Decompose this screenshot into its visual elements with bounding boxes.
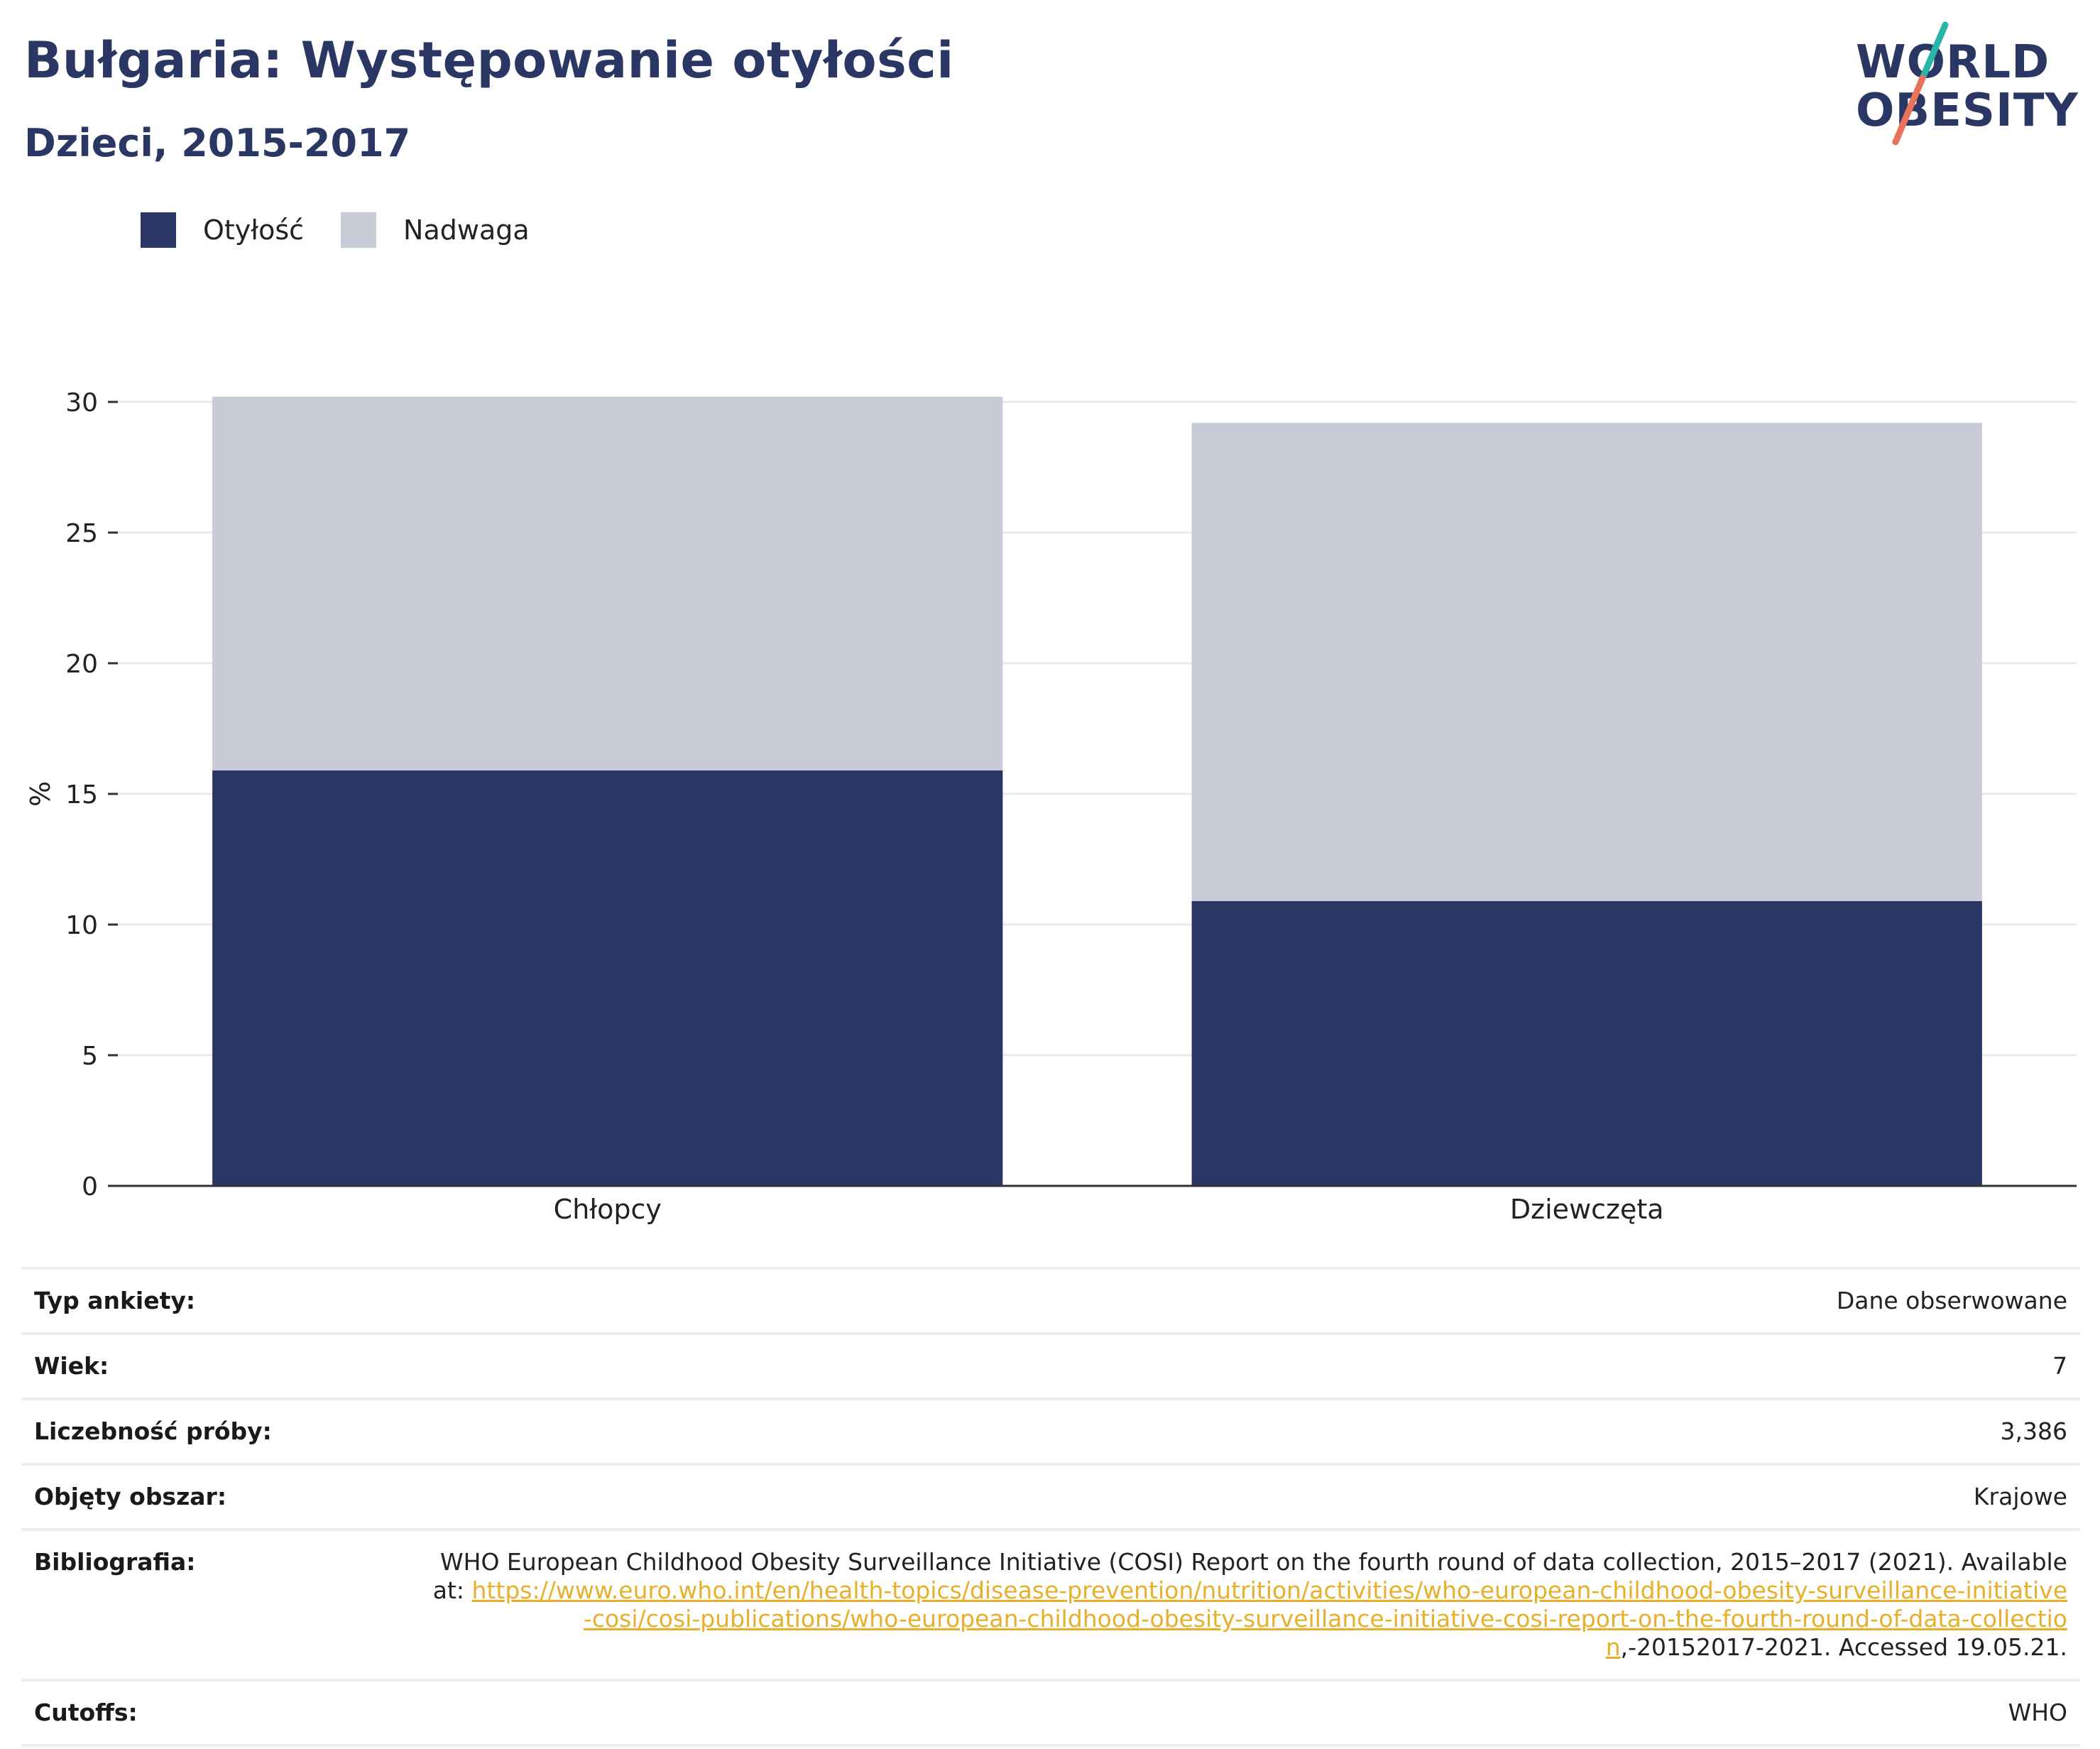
legend-item-obesity[interactable]: Otyłość xyxy=(141,212,304,248)
legend-item-overweight[interactable]: Nadwaga xyxy=(341,212,530,248)
legend-label-obesity: Otyłość xyxy=(203,214,305,246)
legend-label-overweight: Nadwaga xyxy=(403,214,530,246)
survey-type-value: Dane obserwowane xyxy=(1836,1287,2067,1314)
world-obesity-logo: WORLD OBESITY xyxy=(1846,21,2087,149)
bar-segment-overweight xyxy=(1191,423,1982,901)
bibliography-accessed-text: ,-20152017-2021. Accessed 19.05.21. xyxy=(1620,1633,2067,1661)
table-row: Objęty obszar: Krajowe xyxy=(21,1464,2080,1530)
bibliography-link[interactable]: https://www.euro.who.int/en/health-topic… xyxy=(471,1576,2067,1661)
x-tick-label: Chłopcy xyxy=(554,1194,662,1225)
stacked-bar-chart: 0 5 10 15 20 25 30% Chłopcy Dziewczęta xyxy=(25,388,2077,1225)
sample-size-label: Liczebność próby: xyxy=(34,1417,272,1445)
y-tick-label: 0 xyxy=(82,1172,98,1202)
x-tick-label: Dziewczęta xyxy=(1510,1194,1664,1225)
legend-swatch-overweight xyxy=(341,212,377,248)
y-tick-label: 25 xyxy=(65,519,98,548)
survey-type-label: Typ ankiety: xyxy=(34,1287,196,1314)
bar-segment-overweight xyxy=(212,396,1003,770)
logo-text-world: WORLD xyxy=(1856,36,2050,89)
chart-legend: Otyłość Nadwaga xyxy=(141,210,567,250)
legend-swatch-obesity xyxy=(141,212,176,248)
bar-segment-obesity xyxy=(212,770,1003,1186)
bibliography-value: WHO European Childhood Obesity Surveilla… xyxy=(416,1530,2080,1680)
bar-segment-obesity xyxy=(1191,900,1982,1186)
coverage-value: Krajowe xyxy=(1973,1483,2067,1510)
coverage-label: Objęty obszar: xyxy=(34,1483,227,1510)
table-row: Wiek: 7 xyxy=(21,1334,2080,1399)
y-tick-label: 15 xyxy=(65,780,98,810)
table-row: Bibliografia: WHO European Childhood Obe… xyxy=(21,1530,2080,1680)
y-axis-label: % xyxy=(25,781,56,807)
cutoffs-value: WHO xyxy=(2008,1699,2067,1726)
bibliography-text: WHO European Childhood Obesity Surveilla… xyxy=(432,1548,2067,1604)
table-row: Typ ankiety: Dane obserwowane xyxy=(21,1268,2080,1334)
age-value: 7 xyxy=(2052,1352,2067,1380)
survey-info-table: Typ ankiety: Dane obserwowane Wiek: 7 Li… xyxy=(21,1267,2080,1747)
age-label: Wiek: xyxy=(34,1352,109,1380)
y-tick-label: 10 xyxy=(65,911,98,940)
logo-slash-icon xyxy=(1892,21,1949,146)
logo-text-obesity: OBESITY xyxy=(1856,85,2079,137)
page-subtitle: Dzieci, 2015-2017 xyxy=(24,121,411,165)
table-row: Cutoffs: WHO xyxy=(21,1680,2080,1745)
y-tick-label: 5 xyxy=(82,1042,98,1071)
sample-size-value: 3,386 xyxy=(2000,1417,2067,1445)
bibliography-label: Bibliografia: xyxy=(34,1548,196,1576)
y-tick-label: 20 xyxy=(65,650,98,679)
y-tick-label: 30 xyxy=(65,388,98,418)
cutoffs-label: Cutoffs: xyxy=(34,1699,138,1726)
page-title: Bułgaria: Występowanie otyłości xyxy=(24,31,954,89)
table-row: Liczebność próby: 3,386 xyxy=(21,1399,2080,1464)
